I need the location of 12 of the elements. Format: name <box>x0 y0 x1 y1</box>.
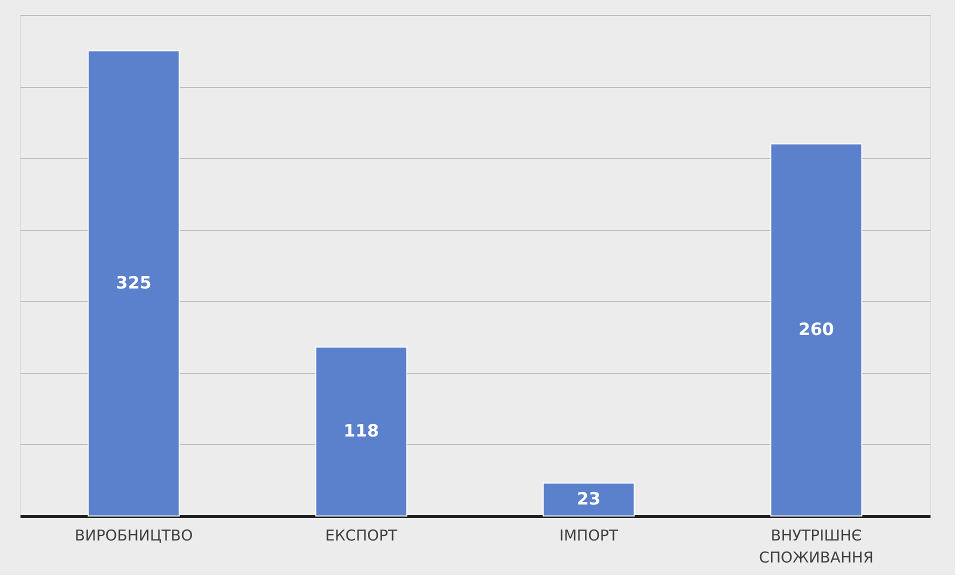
bar <box>770 143 862 516</box>
data-label: 260 <box>798 320 834 340</box>
x-tick-label: ЕКСПОРТ <box>325 526 398 544</box>
data-label: 23 <box>576 490 601 510</box>
data-label: 325 <box>116 273 152 294</box>
bar <box>542 482 635 516</box>
bar <box>315 346 408 516</box>
x-tick-label: ВИРОБНИЦТВО <box>74 526 193 544</box>
x-tick-label: ІМПОРТ <box>559 526 619 544</box>
bar <box>88 50 180 516</box>
x-tick-label: ВНУТРІШНЄ СПОЖИВАННЯ <box>759 526 874 566</box>
data-label: 118 <box>344 422 379 442</box>
